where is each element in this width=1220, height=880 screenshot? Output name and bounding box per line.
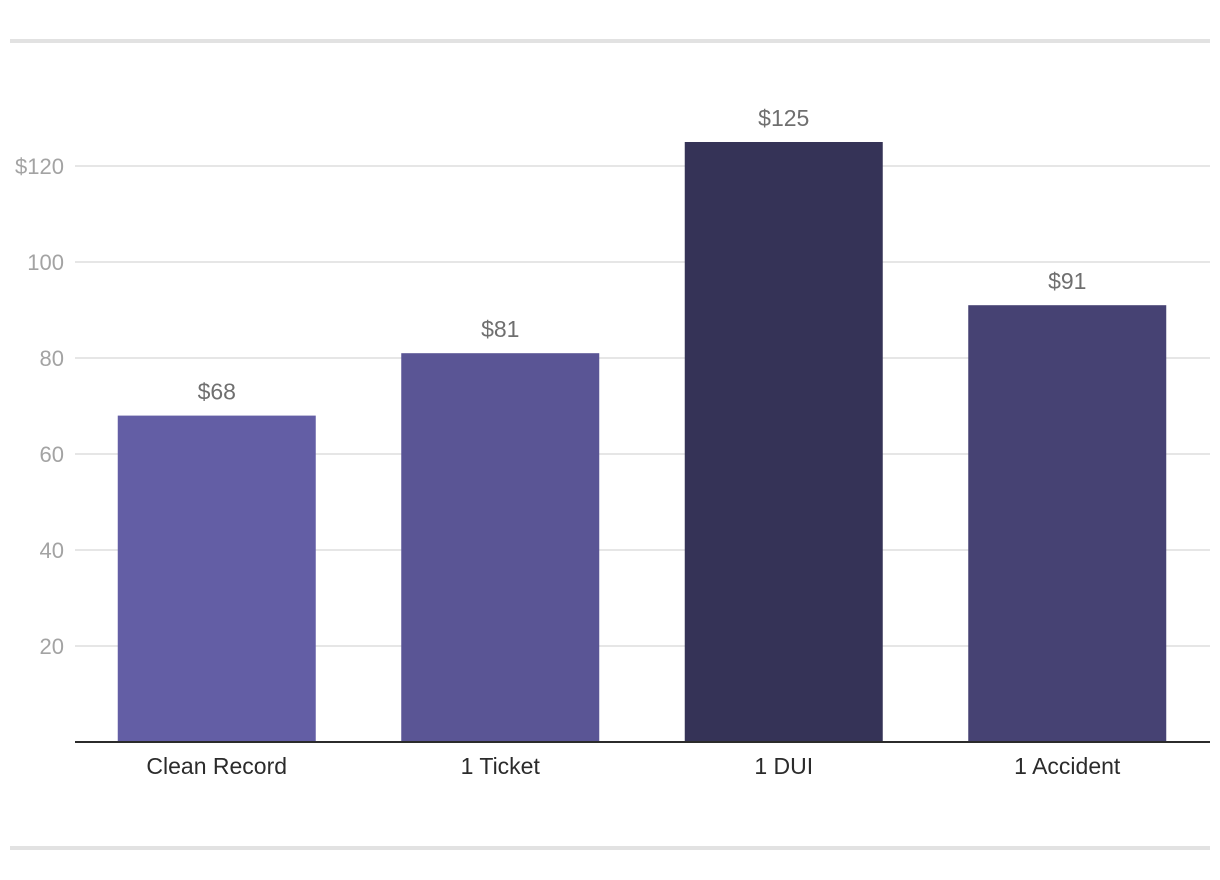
y-tick-label-60: 60 <box>40 442 64 467</box>
value-label-1-dui: $125 <box>758 105 809 131</box>
y-tick-label-120: $120 <box>15 154 64 179</box>
x-axis-categories: Clean Record 1 Ticket 1 DUI 1 Accident <box>146 753 1120 779</box>
y-tick-label-20: 20 <box>40 634 64 659</box>
bottom-divider <box>10 846 1210 850</box>
bars <box>117 142 1167 742</box>
top-divider <box>10 39 1210 43</box>
value-label-clean-record: $68 <box>198 379 236 405</box>
bar-1-dui <box>684 142 883 742</box>
y-tick-label-80: 80 <box>40 346 64 371</box>
category-label-1-ticket: 1 Ticket <box>461 753 541 779</box>
bar-clean-record <box>117 415 316 742</box>
category-label-1-dui: 1 DUI <box>754 753 813 779</box>
value-labels: $68 $81 $125 $91 <box>198 105 1087 405</box>
y-axis-ticks: 20 40 60 80 100 $120 <box>15 154 64 659</box>
bar-1-ticket <box>401 353 600 742</box>
y-tick-label-100: 100 <box>27 250 64 275</box>
y-tick-label-40: 40 <box>40 538 64 563</box>
category-label-clean-record: Clean Record <box>146 753 287 779</box>
value-label-1-accident: $91 <box>1048 268 1086 294</box>
bar-1-accident <box>968 305 1167 742</box>
category-label-1-accident: 1 Accident <box>1014 753 1121 779</box>
value-label-1-ticket: $81 <box>481 316 519 342</box>
